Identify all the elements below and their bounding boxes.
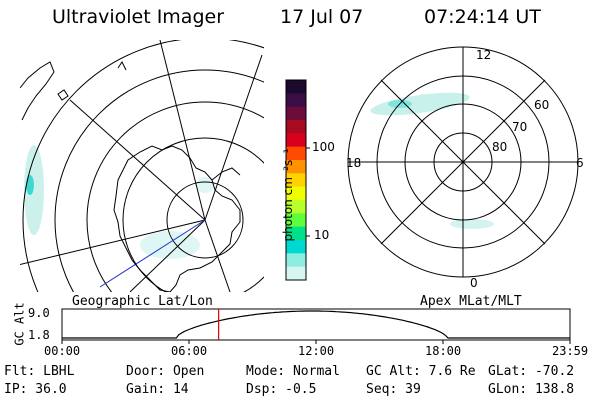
colorbar-segment	[286, 173, 306, 188]
colorbar-segment	[286, 146, 306, 161]
timeline-ytick-min: 1.8	[28, 328, 50, 342]
satellite-track	[99, 219, 206, 288]
timeline-ylabel: GC Alt	[12, 302, 27, 346]
altitude-timeline	[61, 308, 571, 344]
colorbar-segment	[286, 120, 306, 134]
colorbar-frame	[285, 79, 307, 281]
colorbar-segment	[286, 200, 306, 214]
aurora-emission-right	[370, 92, 494, 229]
antarctica-coastline	[113, 145, 241, 292]
mlt-label-left: 18	[346, 156, 362, 170]
colorbar-segment	[286, 93, 306, 108]
colorbar-segment	[286, 106, 306, 121]
colorbar-segment	[286, 226, 306, 241]
colorbar-segment	[286, 133, 306, 148]
colorbar-tick-100: 100	[312, 140, 335, 154]
timeline-xtick-4: 23:59	[552, 344, 589, 358]
south-america-coastline	[20, 61, 55, 121]
colorbar-tick-10: 10	[314, 228, 330, 242]
colorbar-segment	[286, 213, 306, 228]
timeline-xtick-2: 12:00	[298, 344, 335, 358]
colorbar-segment	[286, 160, 306, 174]
colorbar-segment	[286, 266, 306, 281]
colorbar-unit-label: photon cm⁻²s⁻¹	[281, 148, 295, 242]
mlat-label-80: 80	[492, 140, 508, 154]
colorbar-segment	[286, 253, 306, 268]
mode-status: Mode: Normal	[246, 364, 340, 379]
dsp-status: Dsp: -0.5	[246, 382, 317, 397]
apex-label: Apex MLat/MLT	[420, 294, 522, 309]
colorbar-segment	[286, 80, 306, 94]
timeline-xtick-0: 00:00	[44, 344, 81, 358]
door-status: Door: Open	[126, 364, 205, 379]
timeline-xtick-3: 18:00	[425, 344, 462, 358]
geographic-label: Geographic Lat/Lon	[72, 294, 213, 309]
filter-status: Flt: LBHL	[4, 364, 75, 379]
mlt-label-top: 12	[476, 48, 492, 62]
instrument-title: Ultraviolet Imager	[52, 6, 225, 28]
ip-status: IP: 36.0	[4, 382, 67, 397]
sequence-status: Seq: 39	[366, 382, 421, 397]
date-label: 17 Jul 07	[280, 6, 364, 28]
colorbar-segment	[286, 240, 306, 254]
gc-altitude-status: GC Alt: 7.6 Re	[366, 364, 476, 379]
meridian-lines	[20, 40, 263, 292]
glon-status: GLon: 138.8	[488, 382, 575, 397]
time-label: 07:24:14 UT	[424, 6, 541, 28]
gain-status: Gain: 14	[126, 382, 189, 397]
colorbar-segment	[286, 186, 306, 201]
mlat-label-60: 60	[534, 98, 550, 112]
mlat-label-70: 70	[512, 120, 528, 134]
timeline-ytick-max: 9.0	[28, 306, 50, 320]
glat-status: GLat: -70.2	[488, 364, 575, 379]
mlt-label-right: 6	[576, 156, 584, 170]
colorbar	[286, 80, 306, 281]
timeline-xtick-1: 06:00	[171, 344, 208, 358]
mlt-label-bottom: 0	[470, 276, 478, 290]
latitude-circles	[22, 40, 264, 292]
